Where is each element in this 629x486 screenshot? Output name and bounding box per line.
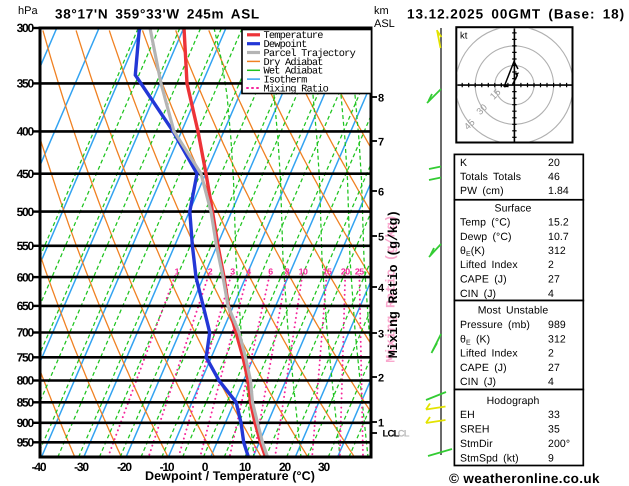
svg-text:CAPE (J): CAPE (J) — [460, 362, 507, 374]
svg-text:10: 10 — [299, 267, 308, 277]
svg-text:10.7: 10.7 — [548, 231, 569, 243]
svg-text:550: 550 — [17, 239, 35, 253]
svg-text:450: 450 — [17, 167, 35, 181]
svg-text:20: 20 — [279, 460, 291, 474]
svg-text:20: 20 — [548, 157, 560, 169]
svg-text:750: 750 — [17, 351, 35, 365]
svg-text:km: km — [374, 5, 389, 17]
svg-text:30: 30 — [318, 460, 330, 474]
svg-text:25: 25 — [355, 267, 364, 277]
svg-text:300: 300 — [17, 21, 35, 35]
svg-text:Mixing Ratio (g/kg): Mixing Ratio (g/kg) — [384, 214, 399, 362]
svg-text:EH: EH — [460, 409, 475, 421]
svg-text:Lifted Index: Lifted Index — [460, 259, 518, 271]
svg-text:-30: -30 — [74, 460, 89, 474]
svg-text:LCL: LCL — [393, 428, 410, 439]
svg-text:Surface: Surface — [495, 202, 532, 214]
svg-text:Dewp (°C): Dewp (°C) — [460, 231, 512, 243]
svg-text:500: 500 — [17, 205, 35, 219]
svg-text:8: 8 — [285, 267, 290, 277]
svg-text:312: 312 — [548, 245, 566, 257]
svg-text:6: 6 — [378, 186, 384, 198]
svg-text:8: 8 — [378, 92, 384, 104]
svg-text:27: 27 — [548, 362, 560, 374]
svg-text:1.84: 1.84 — [548, 185, 569, 197]
svg-text:Most Unstable: Most Unstable — [478, 305, 549, 317]
svg-text:ASL: ASL — [374, 18, 395, 30]
svg-text:Isotherm: Isotherm — [264, 75, 308, 87]
svg-text:10: 10 — [239, 460, 251, 474]
svg-text:200°: 200° — [548, 438, 570, 450]
svg-text:1: 1 — [175, 267, 180, 277]
svg-text:StmDir: StmDir — [460, 438, 493, 450]
svg-text:850: 850 — [17, 396, 35, 410]
svg-text:700: 700 — [17, 326, 35, 340]
svg-text:33: 33 — [548, 409, 560, 421]
svg-text:Dewpoint / Temperature (°C): Dewpoint / Temperature (°C) — [145, 469, 315, 483]
svg-text:6: 6 — [268, 267, 273, 277]
svg-text:4: 4 — [378, 282, 385, 294]
svg-text:SREH: SREH — [460, 424, 490, 436]
svg-text:Hodograph: Hodograph — [487, 395, 540, 407]
svg-text:4: 4 — [548, 288, 554, 300]
svg-text:Pressure (mb): Pressure (mb) — [460, 319, 530, 331]
svg-text:15: 15 — [323, 267, 332, 277]
svg-text:Dry Adiabat: Dry Adiabat — [264, 57, 324, 69]
svg-text:38°17'N 359°33'W 245m ASL: 38°17'N 359°33'W 245m ASL — [55, 7, 260, 22]
svg-text:4: 4 — [246, 267, 251, 277]
svg-text:950: 950 — [17, 436, 35, 450]
svg-text:Temperature: Temperature — [264, 30, 324, 42]
svg-text:Mixing Ratio: Mixing Ratio — [264, 83, 329, 95]
svg-text:0: 0 — [202, 460, 209, 474]
svg-text:4: 4 — [548, 376, 554, 388]
svg-text:312: 312 — [548, 333, 566, 345]
svg-text:Wet Adiabat: Wet Adiabat — [264, 66, 324, 78]
svg-text:46: 46 — [548, 171, 560, 183]
svg-text:PW (cm): PW (cm) — [460, 185, 504, 197]
svg-text:Temp (°C): Temp (°C) — [460, 216, 510, 228]
svg-text:35: 35 — [548, 424, 560, 436]
svg-text:-20: -20 — [117, 460, 132, 474]
svg-text:© weatheronline.co.uk: © weatheronline.co.uk — [449, 471, 600, 486]
svg-text:-40: -40 — [32, 460, 47, 474]
svg-text:kt: kt — [460, 31, 468, 42]
svg-text:15.2: 15.2 — [548, 216, 569, 228]
svg-text:Totals Totals: Totals Totals — [460, 171, 521, 183]
svg-text:800: 800 — [17, 374, 35, 388]
svg-text:2: 2 — [548, 259, 554, 271]
svg-text:350: 350 — [17, 77, 35, 91]
svg-text:Mixing Ratio (g/kg): Mixing Ratio (g/kg) — [386, 210, 401, 358]
svg-text:400: 400 — [17, 125, 35, 139]
svg-text:Parcel Trajectory: Parcel Trajectory — [264, 48, 356, 60]
svg-text:1: 1 — [378, 417, 384, 429]
svg-text:3: 3 — [230, 267, 235, 277]
svg-text:5: 5 — [378, 231, 384, 243]
svg-text:θE(K): θE(K) — [460, 245, 485, 258]
svg-text:650: 650 — [17, 299, 35, 313]
svg-text:CAPE (J): CAPE (J) — [460, 274, 507, 286]
svg-text:3: 3 — [378, 328, 384, 340]
svg-text:LCL: LCL — [383, 428, 400, 439]
svg-text:2: 2 — [548, 348, 554, 360]
svg-text:600: 600 — [17, 270, 35, 284]
svg-text:StmSpd (kt): StmSpd (kt) — [460, 453, 519, 465]
svg-text:Dewpoint: Dewpoint — [264, 39, 308, 51]
svg-text:9: 9 — [548, 453, 554, 465]
svg-text:2: 2 — [378, 372, 384, 384]
svg-text:27: 27 — [548, 274, 560, 286]
svg-text:CIN (J): CIN (J) — [460, 376, 496, 388]
svg-text:900: 900 — [17, 416, 35, 430]
svg-text:CIN (J): CIN (J) — [460, 288, 496, 300]
svg-text:13.12.2025 00GMT (Base: 18): 13.12.2025 00GMT (Base: 18) — [407, 7, 625, 22]
svg-text:-10: -10 — [160, 460, 175, 474]
svg-text:Lifted Index: Lifted Index — [460, 348, 518, 360]
svg-text:θE (K): θE (K) — [460, 333, 490, 346]
svg-text:7: 7 — [378, 136, 384, 148]
svg-text:hPa: hPa — [18, 5, 38, 17]
svg-text:989: 989 — [548, 319, 566, 331]
svg-text:2: 2 — [208, 267, 213, 277]
svg-text:20: 20 — [341, 267, 350, 277]
svg-text:K: K — [460, 157, 467, 169]
